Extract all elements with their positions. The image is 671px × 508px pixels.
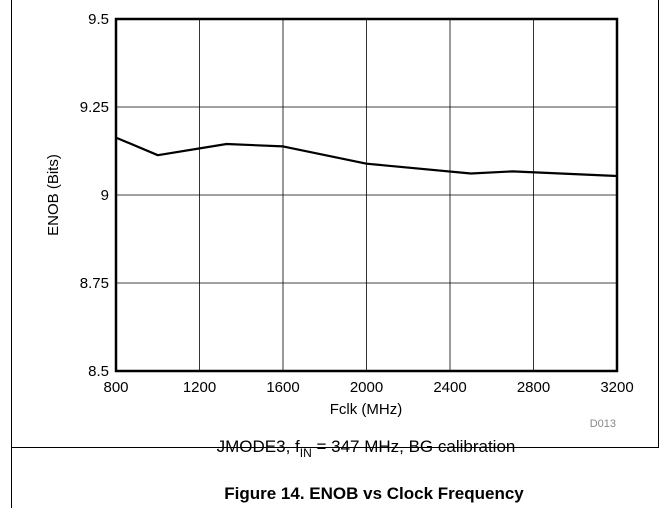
y-tick-label: 8.75 (80, 275, 109, 292)
y-axis-label: ENOB (Bits) (45, 154, 62, 236)
x-tick-label: 1600 (266, 379, 299, 396)
y-tick-label: 8.5 (88, 363, 109, 380)
frame-bottom-border (11, 447, 659, 448)
y-tick-label: 9.25 (80, 99, 109, 116)
x-tick-label: 800 (103, 379, 128, 396)
x-tick-label: 2800 (517, 379, 550, 396)
condition-note: JMODE3, fIN = 347 MHz, BG calibration (217, 437, 516, 460)
x-tick-label: 3200 (600, 379, 633, 396)
x-tick-label: 2400 (433, 379, 466, 396)
y-tick-label: 9.5 (88, 11, 109, 28)
y-tick-label: 9 (101, 187, 109, 204)
series-line-enob (115, 136, 618, 178)
figure-caption: Figure 14. ENOB vs Clock Frequency (224, 484, 524, 503)
x-tick-labels: 800 1200 1600 2000 2400 2800 3200 (103, 379, 633, 396)
frame-left-border (11, 0, 12, 508)
grid-lines (115, 18, 618, 372)
y-tick-labels: 9.5 9.25 9 8.75 8.5 (80, 11, 109, 380)
figure-code: D013 (590, 418, 616, 430)
condition-suffix: = 347 MHz, BG calibration (312, 437, 516, 456)
frame-right-border (658, 0, 659, 448)
x-axis-label: Fclk (MHz) (330, 401, 402, 418)
plot-area-border (114, 17, 619, 373)
condition-subscript: IN (300, 446, 312, 460)
x-tick-label: 2000 (350, 379, 383, 396)
condition-prefix: JMODE3, f (217, 437, 300, 456)
x-tick-label: 1200 (183, 379, 216, 396)
